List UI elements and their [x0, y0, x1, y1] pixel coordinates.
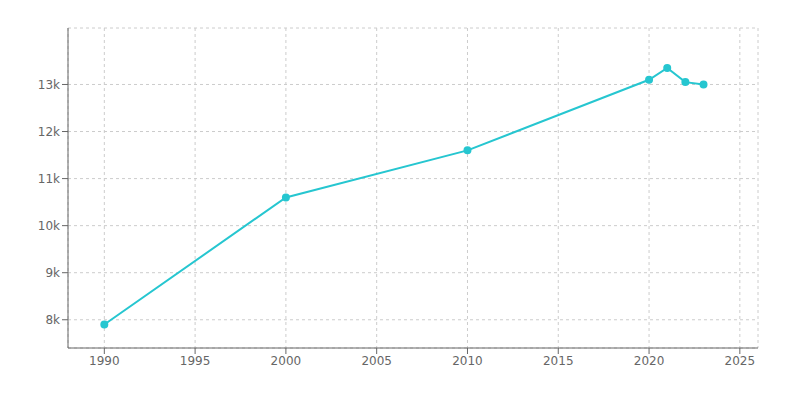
svg-text:2020: 2020	[634, 354, 665, 368]
svg-text:8k: 8k	[45, 313, 60, 327]
svg-text:2025: 2025	[725, 354, 756, 368]
svg-text:2015: 2015	[543, 354, 574, 368]
svg-text:13k: 13k	[38, 78, 60, 92]
svg-text:2000: 2000	[271, 354, 302, 368]
svg-text:1995: 1995	[180, 354, 211, 368]
svg-text:11k: 11k	[38, 172, 60, 186]
svg-text:10k: 10k	[38, 219, 60, 233]
svg-text:1990: 1990	[89, 354, 120, 368]
svg-text:12k: 12k	[38, 125, 60, 139]
svg-text:2005: 2005	[361, 354, 392, 368]
svg-text:2010: 2010	[452, 354, 483, 368]
svg-text:9k: 9k	[45, 266, 60, 280]
